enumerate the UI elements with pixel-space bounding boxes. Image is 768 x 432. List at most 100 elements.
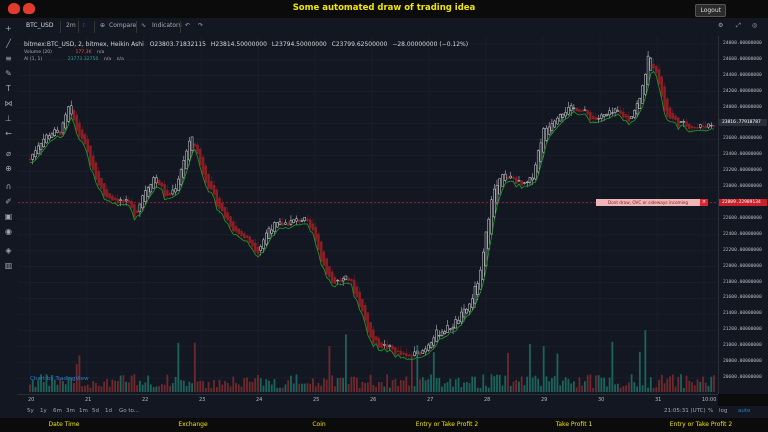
chart-pane[interactable]: bitmex:BTC_USD, 2, bitmex, Heikin Ashi O… [18,36,718,394]
range-button-1y[interactable]: 1y [40,408,47,414]
chart-type-icon[interactable]: ⫶ [83,22,85,29]
volume-bar [67,377,70,392]
utc-clock[interactable]: 21:05:31 (UTC) [664,408,706,414]
logo-right-icon [23,3,35,14]
candle-body [619,110,622,114]
log-toggle[interactable]: log [719,408,728,414]
settings-icon[interactable]: ⚙ [718,22,724,29]
candle-body [119,199,122,202]
candle-body [108,193,111,199]
volume-bar [29,384,31,392]
candle-body [668,107,672,119]
volume-bar [265,379,268,392]
lock-draw-icon[interactable]: ✐ [5,197,12,206]
candle-body [122,199,125,203]
redo-icon[interactable]: ↷ [198,22,204,29]
chart-canvas[interactable] [18,36,718,394]
trendline-icon[interactable]: ╱ [6,39,11,48]
volume-bar [84,385,86,392]
logout-button[interactable]: Logout [695,4,726,17]
volume-bar [399,380,402,392]
arrow-icon[interactable]: ← [5,129,12,138]
candle-body [141,195,144,209]
magnet-icon[interactable]: ∩ [5,182,12,191]
range-button-5d[interactable]: 5d [92,408,99,414]
layers-icon[interactable]: ◈ [5,246,12,255]
candle-body [531,177,534,181]
volume-bar [235,382,237,392]
volume-bar [158,386,161,392]
range-button-1d[interactable]: 1d [105,408,112,414]
auto-toggle[interactable]: auto [738,408,751,414]
volume-bar [361,381,364,392]
candle-body [80,129,84,139]
candle-body [34,150,37,157]
volume-bar [95,383,97,392]
crosshair-icon[interactable]: + [5,24,12,33]
candle-body [383,344,386,346]
price-axis[interactable]: 24800.00000000 24600.00000000 24400.000000… [718,36,768,394]
candle-body [69,105,73,115]
legend-volume-na: n/a [97,50,105,55]
bottom-bar: 5y 1y 6m 3m 1m 5d 1d Go to... 21:05:31 (UTC) %… [18,406,768,418]
range-button-1m[interactable]: 1m [79,408,88,414]
page-title: Some automated draw of trading idea [292,3,476,13]
candle-body [100,177,103,189]
candle-body [226,212,230,221]
pattern-icon[interactable]: ⋈ [4,99,13,108]
price-axis-label: 24600.00000000 [723,56,762,62]
trash-icon[interactable]: ▥ [4,261,13,270]
fullscreen-icon[interactable]: ⤢ [736,22,741,29]
volume-bar [323,378,325,392]
annotation-close-icon[interactable]: × [700,199,708,206]
volume-bar [273,379,276,392]
candle-body [366,312,370,333]
volume-bar [78,355,81,392]
goto-button[interactable]: Go to... [119,408,140,414]
price-axis-label: 21600.00000000 [723,295,762,301]
candle-body [336,279,339,282]
indicators-button[interactable]: Indicators [152,22,182,29]
volume-bar [92,381,95,392]
candle-body [237,228,241,234]
undo-icon[interactable]: ↶ [185,22,191,29]
eye-icon[interactable]: ◉ [5,227,12,236]
volume-bar [410,356,413,392]
price-axis-label: 23200.00000000 [723,168,762,174]
brush-icon[interactable]: ✎ [5,69,12,78]
legend-al-na2: n/a [116,57,124,62]
candle-body [155,177,158,184]
percent-toggle[interactable]: % [708,408,714,414]
candle-body [402,352,405,355]
compare-button[interactable]: Compare [109,22,137,29]
fib-icon[interactable]: ≡ [5,54,12,63]
range-button-6m[interactable]: 6m [53,408,62,414]
ruler-icon[interactable]: ⌀ [6,149,11,158]
volume-bar [449,378,452,392]
range-button-5y[interactable]: 5y [27,408,34,414]
volume-bar [699,381,702,392]
interval-select[interactable]: 2m [66,22,76,29]
measure-icon[interactable]: ⊥ [5,114,12,123]
tradingview-watermark[interactable]: Chart by TradingView [30,376,89,382]
range-button-3m[interactable]: 3m [66,408,75,414]
candle-body [435,329,438,342]
snapshot-icon[interactable]: ◎ [752,22,758,29]
price-axis-label: 24000.00000000 [723,104,762,110]
text-icon[interactable]: T [6,84,11,93]
volume-bar [59,378,62,392]
volume-bar [496,374,498,392]
volume-bar [463,382,465,392]
candle-body [204,165,208,183]
volume-bar [713,375,715,392]
annotation-label[interactable]: Dont draw, OVC or sideways incoming [596,199,700,206]
lock-icon[interactable]: ▣ [4,212,13,221]
candle-body [243,233,246,239]
time-axis[interactable]: 20 21 22 23 24 25 26 27 28 29 30 31 10:00 [18,394,718,407]
volume-bar [188,381,191,392]
zoom-icon[interactable]: ⊕ [5,164,12,173]
volume-bar [570,383,573,392]
candle-body [124,199,128,202]
symbol-search[interactable]: BTC_USD [26,22,54,29]
volume-bar [696,379,699,392]
